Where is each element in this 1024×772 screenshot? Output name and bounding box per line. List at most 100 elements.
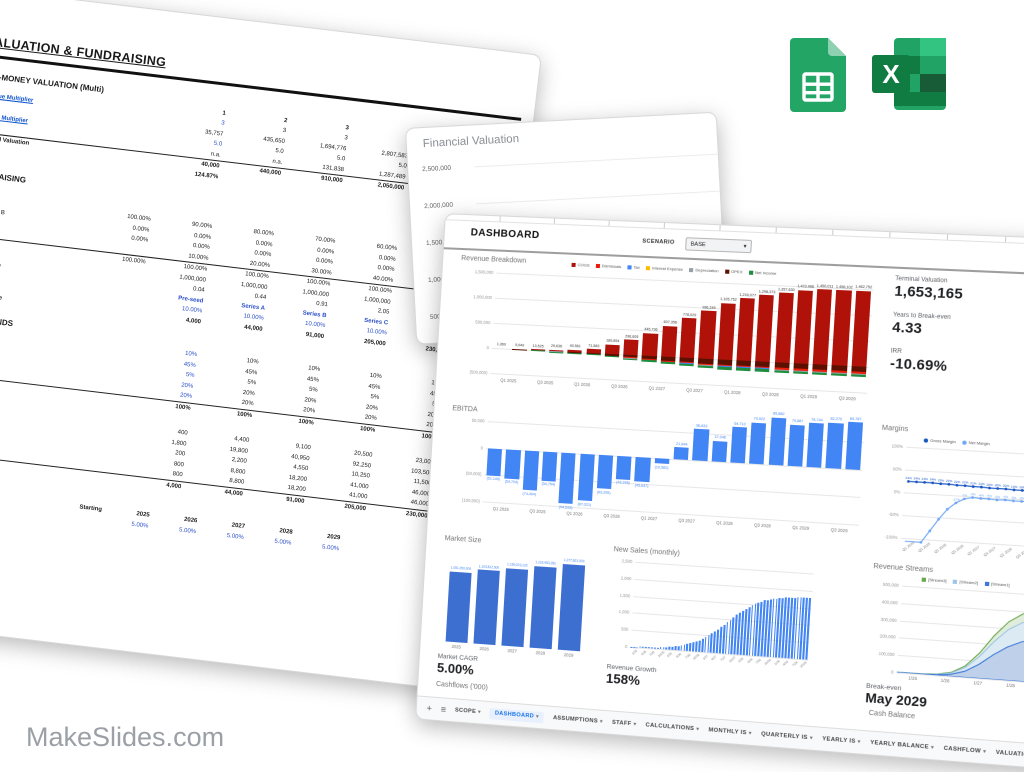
chart-title: Market Size (444, 535, 595, 552)
x-tick: Q1 2027 (638, 385, 676, 392)
y-tick: 0 (481, 445, 484, 450)
legend-label: OPEX (731, 269, 743, 275)
kpi-block: Revenue Growth158% (606, 663, 657, 689)
bar: 1,277,801,000 (555, 559, 589, 652)
legend-swatch (922, 577, 927, 581)
bar-rect (446, 571, 472, 643)
bar-rect (669, 647, 671, 650)
x-tick: Q3 2029 (828, 395, 867, 402)
table-cell (279, 190, 341, 197)
tab-menu-caret-icon[interactable]: ▾ (536, 714, 539, 720)
legend-item: Tax (627, 264, 640, 270)
y-tick: 0 (625, 644, 628, 649)
y-tick: 2,000 (621, 575, 632, 581)
tab-menu-caret-icon[interactable]: ▾ (931, 745, 934, 751)
x-tick: 4/29 (781, 659, 791, 668)
bar-rect (530, 566, 557, 649)
bar-segment (531, 350, 545, 351)
bar-segment-cogs (717, 303, 735, 360)
bar-segment-cogs (794, 290, 813, 364)
tab-menu-caret-icon[interactable]: ▾ (857, 739, 860, 745)
x-tick: 1/26 (665, 650, 674, 659)
x-tick: 1/25 (896, 674, 929, 682)
new-sales-chart: New Sales (monthly)2,5002,0001,5001,0005… (605, 546, 821, 705)
bar-segment (642, 360, 657, 362)
y-tick: 300,000 (881, 616, 897, 622)
sheet-tab-valuation[interactable]: VALUATION▾ (996, 750, 1024, 760)
legend-label: [Stream2] (959, 579, 978, 585)
x-tick: 1/27 (700, 653, 709, 662)
all-sheets-menu-icon[interactable]: ≡ (441, 704, 447, 714)
sheet-tab-dashboard[interactable]: DASHBOARD▾ (489, 708, 544, 723)
bar-rect (845, 422, 863, 469)
tab-menu-caret-icon[interactable]: ▾ (810, 735, 813, 741)
tab-menu-caret-icon[interactable]: ▾ (633, 721, 636, 727)
bar-segment-cogs (680, 318, 697, 358)
bar-segment (605, 356, 620, 358)
sheet-tab-yearly-is[interactable]: YEARLY IS▾ (822, 736, 861, 745)
tab-menu-caret-icon[interactable]: ▾ (749, 730, 752, 736)
bar-segment (736, 368, 751, 371)
x-tick: Q1 2028 (998, 546, 1014, 559)
svg-text:-5%: -5% (1011, 495, 1017, 500)
sheet-tab-quarterly-is[interactable]: QUARTERLY IS▾ (761, 731, 813, 741)
bar-segment (812, 372, 827, 376)
bar-segment (623, 358, 638, 360)
bar-segment-cogs (813, 290, 833, 365)
x-tick: 10/28 (763, 657, 772, 666)
x-tick: 2027 (498, 647, 526, 654)
y-tick: 0 (891, 669, 894, 674)
y-tick: 100% (892, 443, 904, 449)
sheet-tab-staff[interactable]: STAFF▾ (612, 720, 637, 728)
stat-block: Terminal Valuation1,653,165 (894, 276, 1024, 307)
x-tick: Q3 2028 (743, 522, 781, 530)
bar-segment (512, 349, 526, 350)
bar-segment-cogs (774, 293, 793, 363)
kpi-value: 5.00% (437, 660, 478, 678)
x-tick: Q1 2025 (482, 505, 519, 512)
sheet-tab-monthly-is[interactable]: MONTHLY IS▾ (708, 727, 752, 737)
x-tick: 2029 (554, 651, 583, 658)
scenario-label: SCENARIO (642, 238, 675, 245)
x-tick: Q1 2027 (630, 515, 668, 522)
bar-segment-cogs (623, 340, 639, 356)
watermark-logo: MakeSlides.com (26, 722, 224, 753)
sheet-tab-assumptions[interactable]: ASSUMPTIONS▾ (553, 715, 603, 725)
bar-rect (654, 458, 669, 465)
legend-swatch (953, 579, 958, 583)
sheet-tab-calculations[interactable]: CALCULATIONS▾ (645, 722, 699, 732)
tab-menu-caret-icon[interactable]: ▾ (983, 749, 986, 755)
x-tick: 10/26 (692, 652, 701, 661)
spacer (94, 168, 156, 175)
sheet-tab-yearly-balance[interactable]: YEARLY BALANCE▾ (870, 740, 934, 751)
bar-rect (616, 456, 632, 480)
scenario-dropdown[interactable]: BASE ▾ (685, 237, 752, 253)
tab-menu-caret-icon[interactable]: ▾ (478, 709, 481, 715)
svg-text:-5%: -5% (1019, 496, 1024, 501)
y-tick: -100% (885, 534, 898, 540)
market-size-chart: Market Size1,051,250,0001,103,812,5001,1… (436, 535, 595, 688)
y-tick: 400,000 (882, 599, 898, 605)
bar-rect (683, 645, 685, 651)
x-tick: Q1 2026 (556, 510, 593, 517)
tab-menu-caret-icon[interactable]: ▾ (600, 719, 603, 725)
bar-rect (807, 423, 825, 468)
add-sheet-button[interactable]: + (426, 703, 432, 713)
spacer (67, 399, 129, 406)
table-cell (341, 197, 403, 204)
stats-column: Terminal Valuation1,653,165Years to Brea… (889, 276, 1024, 394)
legend-swatch (749, 270, 753, 274)
svg-text:19%: 19% (1011, 484, 1018, 489)
sheet-tab-scope[interactable]: SCOPE▾ (455, 707, 481, 715)
tab-menu-caret-icon[interactable]: ▾ (696, 726, 699, 732)
legend-label: Depreciation (695, 267, 719, 273)
sheet-tab-cashflow[interactable]: CASHFLOW▾ (943, 746, 986, 756)
x-tick: 7/29 (790, 659, 800, 668)
svg-text:-7%: -7% (962, 493, 968, 498)
legend-swatch (627, 265, 631, 269)
kpi-block: Market CAGR5.00% (437, 653, 479, 678)
x-tick: 4/26 (674, 651, 683, 660)
svg-text:-4%: -4% (978, 493, 984, 498)
bar-segment-cogs (661, 326, 678, 358)
svg-text:23%: 23% (938, 478, 945, 483)
